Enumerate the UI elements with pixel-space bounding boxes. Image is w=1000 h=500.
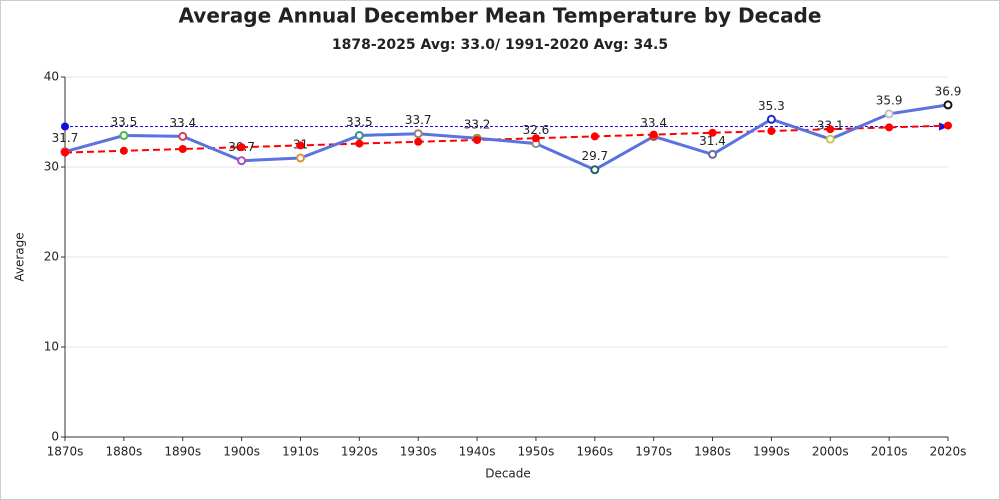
- data-point: [708, 149, 718, 159]
- data-point: [178, 131, 188, 141]
- data-point: [766, 114, 776, 124]
- data-label: 33.4: [169, 116, 196, 130]
- data-label: 33.5: [346, 115, 373, 129]
- data-point: [237, 156, 247, 166]
- trend-point: [473, 136, 482, 144]
- x-tick-label: 1920s: [341, 445, 378, 459]
- x-tick-label: 1900s: [223, 445, 260, 459]
- data-label: 32.6: [523, 123, 550, 137]
- reference-dot: [61, 122, 69, 131]
- data-label: 29.7: [581, 149, 608, 163]
- data-label: 33.4: [640, 116, 667, 130]
- x-tick-label: 1980s: [694, 445, 731, 459]
- data-point: [413, 129, 423, 139]
- trend-point: [531, 134, 540, 143]
- data-label: 35.9: [876, 93, 903, 107]
- y-tick-label: 0: [51, 430, 59, 444]
- data-point: [590, 165, 600, 175]
- x-tick-label: 1910s: [282, 445, 319, 459]
- data-point: [825, 134, 835, 144]
- trend-point: [296, 141, 305, 150]
- data-label: 31.4: [699, 134, 726, 148]
- y-axis-label: Average: [13, 232, 27, 281]
- x-tick-label: 1890s: [164, 445, 201, 459]
- x-tick-label: 1960s: [576, 445, 613, 459]
- y-tick-label: 10: [44, 340, 59, 354]
- data-point: [119, 131, 129, 140]
- x-axis-label: Decade: [485, 467, 531, 481]
- data-point: [943, 100, 953, 110]
- data-label: 33.2: [464, 118, 491, 132]
- y-tick-label: 40: [44, 70, 59, 84]
- trend-point: [708, 128, 717, 137]
- trend-point: [826, 125, 835, 134]
- trend-point: [178, 145, 187, 153]
- trend-point: [119, 146, 128, 155]
- data-label: 33.5: [111, 115, 138, 129]
- data-line: [64, 103, 949, 172]
- y-tick-label: 20: [44, 250, 59, 264]
- chart-subtitle: 1878-2025 Avg: 33.0/ 1991-2020 Avg: 34.5: [332, 37, 668, 53]
- trend-point: [885, 123, 894, 132]
- trend-point: [767, 127, 776, 135]
- x-tick-label: 1880s: [105, 445, 142, 459]
- trend-point: [944, 121, 952, 130]
- x-tick-label: 1970s: [635, 445, 672, 459]
- x-tick-label: 2020s: [930, 445, 967, 459]
- trend-point: [61, 148, 69, 157]
- trend-point: [237, 143, 246, 152]
- data-label: 36.9: [935, 84, 962, 98]
- x-tick-label: 2000s: [812, 445, 849, 459]
- trend-point: [355, 139, 364, 148]
- data-label: 35.3: [758, 99, 785, 113]
- data-point: [884, 109, 894, 119]
- data-label: 31.7: [52, 131, 79, 145]
- data-label: 33.7: [405, 113, 432, 127]
- x-tick-label: 1990s: [753, 445, 790, 459]
- trend-point: [590, 132, 599, 141]
- chart-title: Average Annual December Mean Temperature…: [179, 4, 822, 28]
- data-point: [354, 131, 364, 140]
- data-point: [295, 153, 305, 163]
- x-tick-label: 1930s: [400, 445, 437, 459]
- x-tick-label: 1940s: [459, 445, 496, 459]
- x-tick-label: 2010s: [871, 445, 908, 459]
- y-tick-label: 30: [44, 160, 59, 174]
- x-tick-label: 1950s: [518, 445, 555, 459]
- trend-point: [414, 137, 423, 146]
- trend-point: [649, 130, 658, 139]
- x-tick-label: 1870s: [47, 445, 84, 459]
